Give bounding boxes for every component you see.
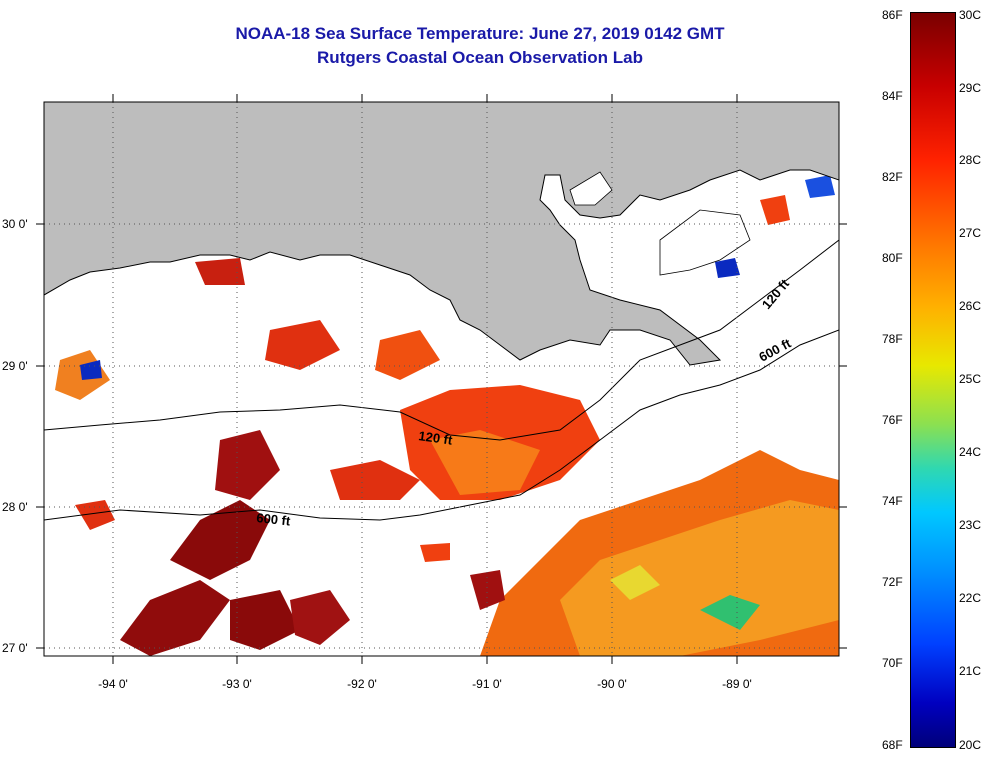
colorbar-label-f: 68F [882, 738, 903, 752]
colorbar-label-c: 25C [959, 372, 982, 386]
colorbar-label-f: 70F [882, 656, 903, 670]
colorbar-label-f: 80F [882, 251, 903, 265]
land-mass [44, 102, 839, 366]
colorbar-label-f: 76F [882, 413, 903, 427]
colorbar-label-c: 29C [959, 81, 982, 95]
lon-label: -93 0' [222, 677, 252, 691]
lat-label: 29 0' [2, 359, 28, 373]
lon-label: -94 0' [98, 677, 128, 691]
contour-label-600ft: 600 ft [256, 510, 292, 529]
colorbar-label-f: 86F [882, 8, 903, 22]
lat-label: 27 0' [2, 641, 28, 655]
colorbar-label-c: 22C [959, 591, 982, 605]
depth-contours [44, 239, 839, 521]
colorbar-label-c: 20C [959, 738, 982, 752]
lon-label: -89 0' [722, 677, 752, 691]
colorbar-label-c: 27C [959, 226, 982, 240]
map-subtitle: Rutgers Coastal Ocean Observation Lab [317, 48, 643, 67]
colorbar-label-f: 74F [882, 494, 903, 508]
colorbar-label-f: 78F [882, 332, 903, 346]
colorbar-label-c: 24C [959, 445, 982, 459]
colorbar-label-f: 82F [882, 170, 903, 184]
lon-label: -91 0' [472, 677, 502, 691]
colorbar-label-c: 21C [959, 664, 982, 678]
map-frame [43, 101, 840, 657]
colorbar-label-f: 72F [882, 575, 903, 589]
lat-label: 28 0' [2, 500, 28, 514]
colorbar-label-c: 28C [959, 153, 982, 167]
contour-label-120ft: 120 ft [418, 428, 454, 448]
lon-label: -90 0' [597, 677, 627, 691]
lon-label: -92 0' [347, 677, 377, 691]
colorbar-label-c: 23C [959, 518, 982, 532]
sst-patches [55, 175, 839, 656]
colorbar-label-c: 26C [959, 299, 982, 313]
lat-label: 30 0' [2, 217, 28, 231]
colorbar-label-f: 84F [882, 89, 903, 103]
map-title: NOAA-18 Sea Surface Temperature: June 27… [235, 24, 725, 43]
temperature-colorbar [910, 12, 956, 748]
colorbar-label-c: 30C [959, 8, 982, 22]
